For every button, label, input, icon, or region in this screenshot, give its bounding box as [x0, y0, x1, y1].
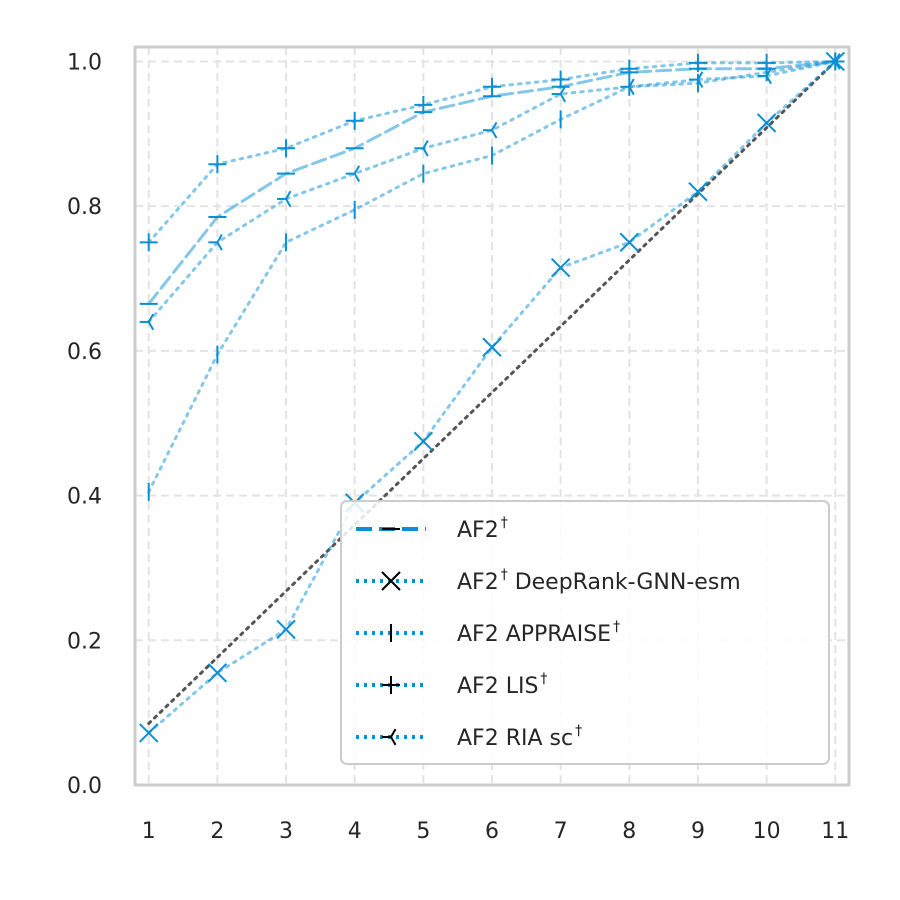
x-tick-label: 6	[485, 819, 499, 844]
data-point-x	[688, 181, 708, 202]
data-point-tri_left	[688, 71, 704, 88]
data-point-tri_left	[551, 85, 567, 103]
y-tick-label: 0.8	[67, 195, 102, 220]
data-point-x	[276, 619, 296, 640]
data-point-tri_left	[826, 53, 841, 70]
legend-label: AF2 APPRAISE †	[457, 619, 620, 647]
data-point-plus	[551, 70, 570, 89]
series-4	[139, 52, 845, 252]
legend-marker-plus	[382, 676, 400, 694]
data-point-tri_left	[277, 190, 292, 208]
x-tick-label: 4	[348, 819, 362, 844]
y-tick-label: 0.2	[67, 629, 102, 654]
x-tick-label: 5	[416, 819, 430, 844]
legend-entry-5: AF2 RIA sc †	[356, 723, 582, 751]
data-point-plus	[688, 53, 707, 72]
data-point-plus	[757, 53, 776, 72]
reference-line-path	[147, 59, 837, 725]
reference-diagonal-line	[147, 59, 837, 725]
data-point-x	[619, 232, 640, 253]
data-point-plus	[483, 77, 501, 96]
plot-frame	[133, 45, 851, 787]
x-tick-label: 9	[691, 819, 705, 844]
y-tick-label: 0.4	[67, 485, 102, 510]
x-tick-label: 11	[821, 819, 849, 844]
data-point-tri_left	[345, 165, 361, 182]
x-tick-label: 8	[622, 819, 636, 844]
data-point-tri_left	[208, 234, 223, 251]
data-point-tri_left	[757, 67, 772, 85]
data-point-plus	[345, 111, 364, 130]
data-point-x	[482, 337, 502, 357]
y-tick-label: 0.6	[67, 340, 102, 365]
x-axis-ticks: 1 2 3 4 5 6 7 8 9 10 11	[142, 819, 850, 844]
data-point-plus	[620, 59, 639, 78]
y-axis-ticks: 0.0 0.2 0.4 0.6 0.8 1.0	[67, 50, 102, 799]
data-point-plus	[277, 139, 296, 158]
x-tick-label: 2	[210, 819, 224, 844]
legend-label: AF2 † DeepRank-GNN-esm	[457, 567, 741, 595]
data-point-x	[413, 431, 434, 452]
series-line	[147, 59, 837, 735]
legend-box	[340, 500, 830, 765]
data-point-x	[207, 663, 228, 683]
data-point-plus	[139, 233, 158, 252]
data-point-x	[550, 257, 571, 278]
data-point-tri_left	[620, 78, 635, 96]
data-point-tri_left	[483, 121, 498, 139]
legend-marker-tri_left	[382, 728, 397, 746]
legend-entry-2: AF2 † DeepRank-GNN-esm	[356, 567, 741, 595]
x-tick-label: 1	[142, 819, 156, 844]
legend-label: AF2 RIA sc †	[457, 723, 582, 751]
x-tick-label: 7	[554, 819, 568, 844]
legend-entry-3: AF2 APPRAISE †	[356, 619, 620, 647]
x-tick-label: 3	[279, 819, 293, 844]
legend: AF2 † AF2 † DeepRank-GNN-esm AF2 APPRAISE † AF…	[340, 500, 830, 765]
legend-label: AF2 †	[457, 515, 508, 543]
data-point-plus	[414, 95, 433, 114]
data-point-x	[756, 113, 777, 133]
data-point-tri_left	[414, 139, 429, 157]
data-point-plus	[208, 155, 227, 174]
x-tick-label: 10	[753, 819, 781, 844]
legend-marker-x	[381, 571, 401, 591]
y-tick-label: 1.0	[67, 50, 102, 75]
legend-entry-4: AF2 LIS †	[356, 671, 547, 699]
y-tick-label: 0.0	[67, 774, 102, 799]
series-5	[139, 53, 841, 331]
data-point-x	[139, 723, 159, 743]
legend-label: AF2 LIS †	[457, 671, 547, 699]
legend-entry-1: AF2 †	[356, 515, 508, 543]
data-point-tri_left	[139, 313, 155, 331]
